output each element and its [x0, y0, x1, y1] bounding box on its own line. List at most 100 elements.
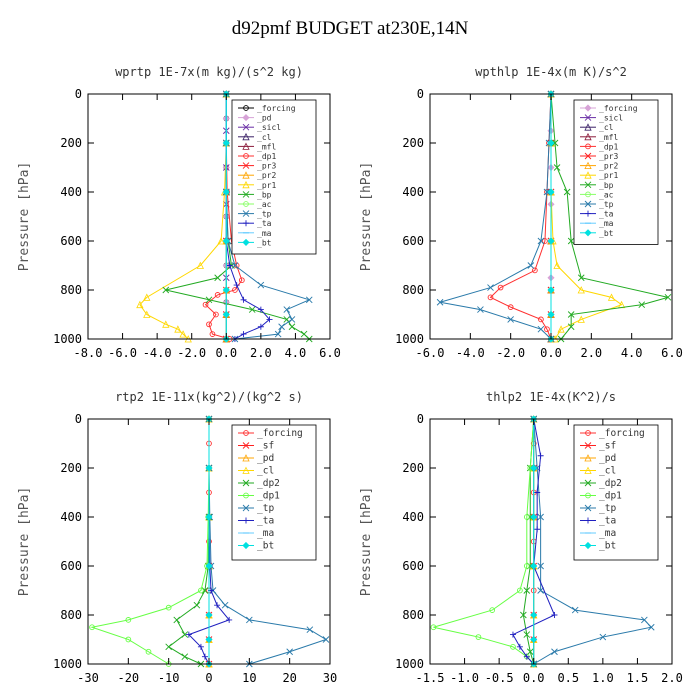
data-point — [430, 624, 437, 631]
legend-entry: _dp1 — [238, 491, 280, 502]
x-tick-label: -6.0 — [108, 346, 137, 360]
legend-label: _ma — [257, 528, 274, 539]
legend-entry: _sf — [580, 441, 616, 452]
data-point — [487, 294, 494, 301]
legend-box — [231, 99, 317, 255]
data-point — [542, 238, 548, 244]
data-point — [136, 300, 144, 309]
legend-marker — [585, 517, 591, 524]
data-point — [125, 617, 132, 623]
data-point — [181, 631, 189, 638]
legend: _forcing_sicl_cl_mfl_dp1_pr3_pr2_pr1_bp_… — [573, 99, 659, 245]
data-point — [543, 188, 551, 196]
legend-label: _sf — [257, 441, 274, 452]
data-point — [213, 311, 219, 318]
legend-marker — [242, 180, 250, 189]
legend-marker — [584, 114, 592, 121]
data-point — [577, 274, 585, 282]
y-tick-label: 600 — [402, 234, 424, 248]
legend-entry: _ma — [580, 219, 614, 228]
data-point — [306, 626, 314, 634]
data-point — [436, 298, 444, 306]
legend-marker — [242, 132, 250, 141]
legend-label: _pr3 — [599, 152, 618, 161]
legend-marker — [584, 479, 592, 487]
y-tick-label: 800 — [402, 283, 424, 297]
data-point — [205, 635, 213, 644]
data-point — [577, 315, 585, 323]
x-tick-label: 10 — [242, 671, 256, 685]
chart-title: wprtp 1E-7x(m kg)/(s^2 kg) — [115, 65, 303, 79]
chart-title: rtp2 1E-11x(kg^2)/(kg^2 s) — [115, 390, 303, 404]
legend-entry: _pr3 — [238, 162, 276, 171]
y-tick-label: 600 — [60, 234, 82, 248]
y-tick-label: 400 — [60, 185, 82, 199]
series-tp — [436, 90, 555, 343]
data-point — [523, 631, 531, 638]
legend-entry: _pd — [580, 453, 616, 464]
data-point — [534, 489, 541, 496]
legend-marker — [242, 238, 250, 246]
legend-label: _dp1 — [599, 491, 622, 502]
data-point — [305, 296, 313, 304]
series-bt — [547, 90, 555, 343]
legend-marker — [243, 517, 249, 524]
legend-entry: _cl — [580, 466, 616, 477]
x-tick-label: 4.0 — [285, 346, 307, 360]
legend-entry: _tp — [580, 200, 614, 209]
legend-label: _dp1 — [257, 491, 280, 502]
legend-marker — [584, 132, 592, 141]
data-point — [563, 188, 571, 196]
legend-label: _ta — [257, 516, 274, 527]
data-point — [238, 277, 245, 284]
legend-entry: _bt — [238, 541, 274, 552]
data-point — [125, 636, 132, 643]
legend-marker — [584, 200, 592, 208]
legend-label: _ta — [599, 516, 616, 527]
legend-marker — [242, 442, 250, 449]
series-dp1 — [89, 416, 212, 667]
legend-entry: _dp1 — [580, 491, 622, 502]
legend-marker — [584, 541, 592, 550]
legend-marker — [584, 504, 592, 512]
legend-marker — [242, 541, 250, 550]
y-tick-label: 1000 — [53, 657, 82, 671]
legend-label: _pd — [599, 453, 616, 464]
series-dp2 — [520, 415, 538, 668]
legend-label: _ac — [257, 200, 272, 209]
legend-label: _ma — [599, 528, 616, 539]
data-point — [510, 643, 516, 650]
legend-marker — [584, 442, 592, 449]
legend-entry: _mfl — [238, 142, 276, 151]
legend-label: _cl — [257, 133, 272, 142]
data-point — [214, 602, 221, 609]
x-tick-label: -6.0 — [416, 346, 445, 360]
y-tick-label: 0 — [417, 412, 424, 426]
legend-label: _forcing — [257, 428, 303, 439]
legend-entry: _pr2 — [580, 162, 618, 171]
legend-label: _ac — [599, 190, 614, 199]
data-point — [537, 325, 545, 333]
legend-marker — [585, 430, 591, 436]
x-tick-label: 0.0 — [523, 671, 545, 685]
data-point — [577, 286, 585, 294]
data-point — [274, 330, 282, 338]
data-point — [509, 631, 516, 638]
legend-marker — [584, 229, 592, 237]
x-tick-label: 2.0 — [661, 671, 683, 685]
data-point — [530, 464, 538, 472]
data-point — [233, 262, 240, 269]
legend-entry: _pr1 — [238, 181, 276, 190]
y-tick-label: 0 — [75, 87, 82, 101]
data-point — [538, 316, 544, 323]
legend-marker — [584, 454, 592, 462]
legend-marker — [585, 191, 591, 198]
y-tick-label: 1000 — [53, 332, 82, 346]
data-point — [497, 284, 504, 291]
data-point — [523, 563, 530, 569]
legend-label: _ma — [257, 229, 272, 238]
legend-entry: _mfl — [580, 133, 618, 142]
legend-label: _ma — [599, 219, 614, 228]
data-point — [571, 606, 579, 614]
